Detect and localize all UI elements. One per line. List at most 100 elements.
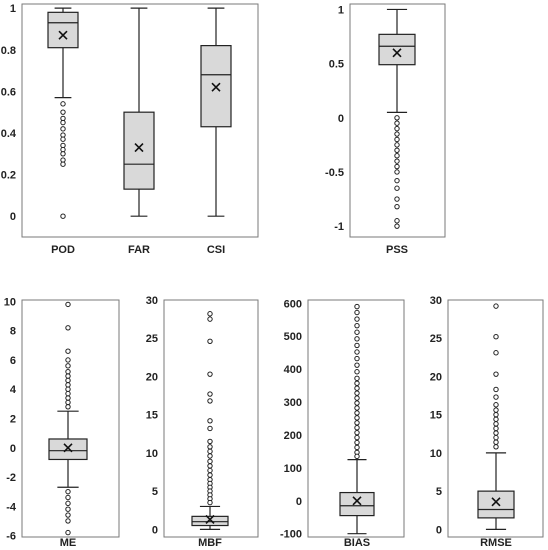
plot-frame [447, 299, 544, 538]
outlier-point [394, 203, 400, 210]
outlier-point [65, 488, 71, 495]
outlier-point [354, 405, 360, 411]
box-plot-panel-4: 0 5 10 15 20 25 30 MBF [146, 295, 259, 549]
outlier-point [207, 467, 213, 474]
outlier-point [65, 390, 71, 397]
y-tick-label: 0.2 [1, 170, 16, 182]
outlier-point [493, 402, 499, 408]
y-tick-label: 0.8 [1, 45, 16, 57]
outlier-point [493, 425, 499, 432]
outlier-point [207, 438, 213, 445]
outlier-point [207, 425, 213, 432]
outlier-point [207, 391, 213, 397]
outlier-point [354, 303, 360, 310]
y-tick-label: 5 [152, 486, 158, 498]
y-tick-label: 6 [10, 355, 16, 367]
outlier-point [354, 329, 360, 335]
box-iqr [191, 515, 229, 527]
outlier-point [207, 316, 213, 322]
outlier-point [394, 158, 400, 164]
outlier-point [354, 336, 360, 342]
outlier-point [493, 421, 499, 427]
category-label: BIAS [344, 537, 370, 549]
outlier-point [493, 394, 499, 400]
mean-marker [392, 48, 402, 58]
outlier-point [65, 404, 71, 410]
outlier-point [394, 185, 400, 191]
y-tick-label: 10 [146, 448, 158, 460]
outlier-point [354, 355, 360, 362]
y-tick-label: 1 [338, 4, 344, 16]
outlier-point [394, 177, 400, 184]
category-label: PSS [386, 244, 408, 256]
outlier-point [394, 115, 400, 121]
outlier-point [493, 371, 499, 377]
y-tick-label: 300 [284, 397, 302, 409]
y-tick-label: 30 [146, 295, 158, 307]
outlier-point [65, 506, 71, 512]
y-tick-label: 8 [10, 326, 16, 338]
outlier-point [65, 500, 71, 507]
box-iqr [477, 490, 515, 519]
outlier-point [354, 400, 360, 406]
y-tick-label: 200 [284, 430, 302, 442]
outlier-point [60, 151, 66, 157]
outlier-point [354, 425, 360, 431]
outlier-point [354, 420, 360, 426]
outlier-point [493, 444, 499, 450]
plot-frame [163, 299, 259, 538]
category-label: POD [51, 244, 75, 256]
outlier-point [207, 444, 213, 450]
box-iqr [47, 11, 79, 49]
y-tick-label: 4 [10, 384, 17, 396]
y-tick-label: 15 [146, 410, 158, 422]
outlier-point [493, 430, 499, 436]
outlier-point [493, 333, 499, 340]
y-tick-label: 10 [4, 296, 16, 308]
outlier-point [207, 448, 213, 455]
outlier-point [207, 453, 213, 459]
category-label: MBF [198, 537, 222, 549]
outlier-point [354, 380, 360, 386]
y-tick-label: -4 [6, 501, 17, 513]
plot-frame [349, 3, 446, 238]
outlier-point [60, 101, 66, 107]
outlier-point [65, 357, 71, 363]
mean-marker [63, 443, 73, 453]
outlier-point [493, 350, 499, 356]
outlier-point [354, 349, 360, 355]
outlier-point [354, 444, 360, 451]
category-label: ME [60, 537, 77, 549]
outlier-point [65, 529, 71, 536]
y-tick-label: 0 [436, 524, 442, 536]
outlier-point [354, 395, 360, 401]
outlier-point [493, 411, 499, 418]
outlier-point [394, 147, 400, 154]
y-tick-label: 25 [146, 333, 158, 345]
outlier-point [207, 499, 213, 506]
outlier-point [207, 338, 213, 344]
outlier-point [493, 303, 499, 309]
y-tick-label: 0 [10, 443, 16, 455]
y-tick-label: 0 [152, 524, 158, 536]
outlier-point [354, 369, 360, 375]
outlier-point [207, 418, 213, 424]
y-tick-label: 0.6 [1, 86, 16, 98]
plot-frame [307, 299, 405, 538]
outlier-point [354, 342, 360, 349]
outlier-point [354, 429, 360, 436]
outlier-point [207, 398, 213, 404]
outlier-point [394, 223, 400, 229]
outlier-point [394, 131, 400, 137]
outlier-point [354, 410, 360, 416]
outlier-point [394, 218, 400, 224]
box-iqr [48, 438, 88, 461]
outlier-point [394, 169, 400, 175]
y-tick-label: -1 [334, 221, 344, 233]
outlier-point [65, 395, 71, 401]
y-tick-label: 15 [430, 410, 442, 422]
outlier-point [354, 415, 360, 421]
y-tick-label: -6 [6, 531, 16, 543]
box-plot-panel-5: -100 0 100 200 300 400 500 600 BIAS [280, 298, 405, 549]
outlier-point [354, 362, 360, 368]
